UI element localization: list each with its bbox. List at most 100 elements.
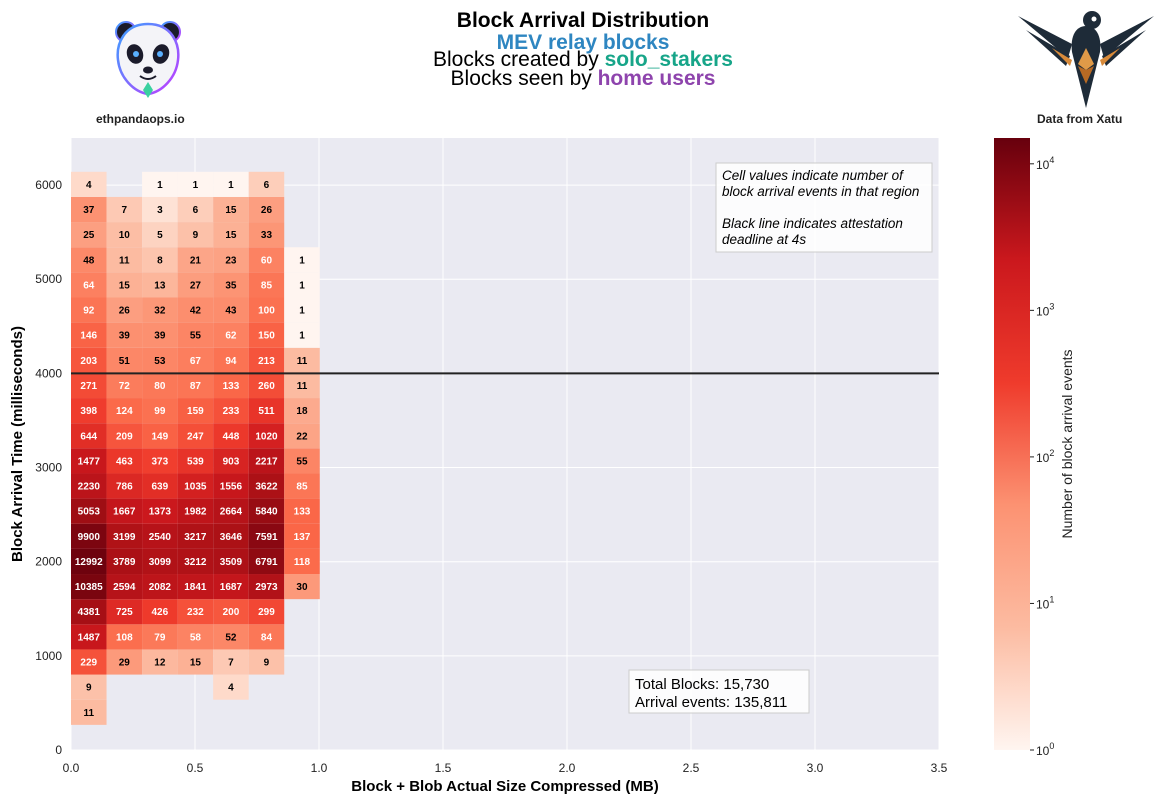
cell-value-label: 233 — [223, 406, 240, 417]
x-tick-label: 1.5 — [435, 761, 452, 775]
annotation-line: Black line indicates attestation — [722, 216, 903, 231]
heatmap-cell — [213, 574, 249, 600]
heatmap-cell — [284, 574, 320, 600]
y-tick-label: 2000 — [35, 555, 62, 569]
right-logo-caption: Data from Xatu — [1037, 112, 1123, 126]
heatmap-cell — [106, 372, 143, 399]
cell-value-label: 373 — [152, 456, 169, 467]
subtitle-solo-prefix: Blocks created by — [432, 48, 605, 71]
cell-value-label: 150 — [258, 331, 275, 342]
cell-value-label: 426 — [152, 607, 169, 618]
cell-value-label: 149 — [152, 431, 169, 442]
heatmap-cell — [106, 599, 143, 625]
heatmap-cell — [284, 398, 320, 424]
cell-value-label: 4 — [228, 683, 234, 694]
cell-value-label: 209 — [116, 431, 133, 442]
heatmap-cell — [106, 347, 143, 373]
heatmap-cell — [213, 473, 249, 499]
cell-value-label: 1020 — [255, 431, 278, 442]
cell-value-label: 133 — [294, 507, 311, 518]
heatmap-cell — [213, 222, 249, 248]
heatmap-cell — [177, 398, 214, 424]
heatmap-cell — [142, 247, 178, 273]
cell-value-label: 1 — [228, 180, 234, 191]
heatmap-cell — [142, 196, 178, 223]
cell-value-label: 213 — [258, 356, 275, 367]
cell-value-label: 639 — [152, 482, 169, 493]
cell-value-label: 80 — [154, 381, 166, 392]
heatmap-cell — [177, 272, 214, 298]
cell-value-label: 22 — [296, 431, 308, 442]
heatmap-cell — [177, 222, 214, 248]
heatmap-cell — [71, 423, 107, 449]
heatmap-cell — [213, 171, 249, 197]
annotation-line: Cell values indicate number of — [722, 168, 904, 183]
cell-value-label: 9 — [264, 658, 270, 669]
cell-value-label: 9 — [193, 230, 199, 241]
heatmap-cell — [106, 222, 143, 248]
cell-value-label: 725 — [116, 607, 133, 618]
x-tick-label: 2.0 — [559, 761, 576, 775]
heatmap-cell — [213, 649, 249, 675]
cell-value-label: 1982 — [184, 507, 207, 518]
heatmap-cell — [213, 347, 249, 373]
cell-value-label: 133 — [223, 381, 240, 392]
chart-title: Block Arrival Distribution — [456, 9, 710, 32]
heatmap-cell — [213, 272, 249, 298]
heatmap-cell — [71, 548, 107, 575]
heatmap-cell — [142, 347, 178, 373]
cell-value-label: 2082 — [149, 582, 172, 593]
cell-value-label: 1 — [299, 331, 305, 342]
heatmap-cell — [177, 624, 214, 650]
cell-value-label: 1373 — [149, 507, 172, 518]
cell-value-label: 137 — [294, 532, 311, 543]
cell-value-label: 9 — [86, 683, 92, 694]
heatmap-cell — [71, 322, 107, 348]
heatmap-cell — [71, 448, 107, 474]
cell-value-label: 11 — [297, 381, 308, 392]
cell-value-label: 11 — [297, 356, 308, 367]
cell-value-label: 64 — [83, 280, 95, 291]
cell-value-label: 299 — [258, 607, 275, 618]
cell-value-label: 5053 — [78, 507, 101, 518]
heatmap-cell — [248, 272, 285, 298]
cell-value-label: 27 — [190, 280, 202, 291]
heatmap-cell — [142, 624, 178, 650]
cell-value-label: 13 — [154, 280, 166, 291]
heatmap-cell — [71, 196, 107, 223]
heatmap-cell — [177, 171, 214, 197]
heatmap-cell — [248, 574, 285, 600]
cell-value-label: 79 — [154, 632, 166, 643]
cell-value-label: 7 — [228, 658, 234, 669]
heatmap-cell — [284, 548, 320, 575]
cell-value-label: 2217 — [255, 456, 278, 467]
cell-value-label: 903 — [223, 456, 240, 467]
cell-value-label: 1556 — [220, 482, 243, 493]
heatmap-cell — [142, 498, 178, 524]
heatmap-cell — [177, 423, 214, 449]
heatmap-cell — [106, 297, 143, 323]
cell-value-label: 58 — [190, 632, 202, 643]
heatmap-cell — [142, 222, 178, 248]
cell-value-label: 511 — [258, 406, 275, 417]
heatmap-cell — [248, 423, 285, 449]
heatmap-cell — [177, 599, 214, 625]
heatmap-cell — [248, 347, 285, 373]
heatmap-cell — [106, 423, 143, 449]
heatmap-cell — [142, 473, 178, 499]
cell-value-label: 1667 — [113, 507, 136, 518]
cell-value-label: 3509 — [220, 557, 243, 568]
heatmap-cell — [106, 196, 143, 223]
cell-value-label: 1 — [299, 306, 305, 317]
cell-value-label: 7591 — [255, 532, 278, 543]
cell-value-label: 52 — [225, 632, 237, 643]
cell-value-label: 26 — [261, 205, 273, 216]
cell-value-label: 3 — [157, 205, 163, 216]
heatmap-cell — [71, 624, 107, 650]
cell-value-label: 5 — [157, 230, 163, 241]
cell-value-label: 271 — [80, 381, 97, 392]
cell-value-label: 232 — [187, 607, 204, 618]
cell-value-label: 1035 — [184, 482, 207, 493]
heatmap-cell — [177, 448, 214, 474]
cell-value-label: 92 — [83, 306, 95, 317]
